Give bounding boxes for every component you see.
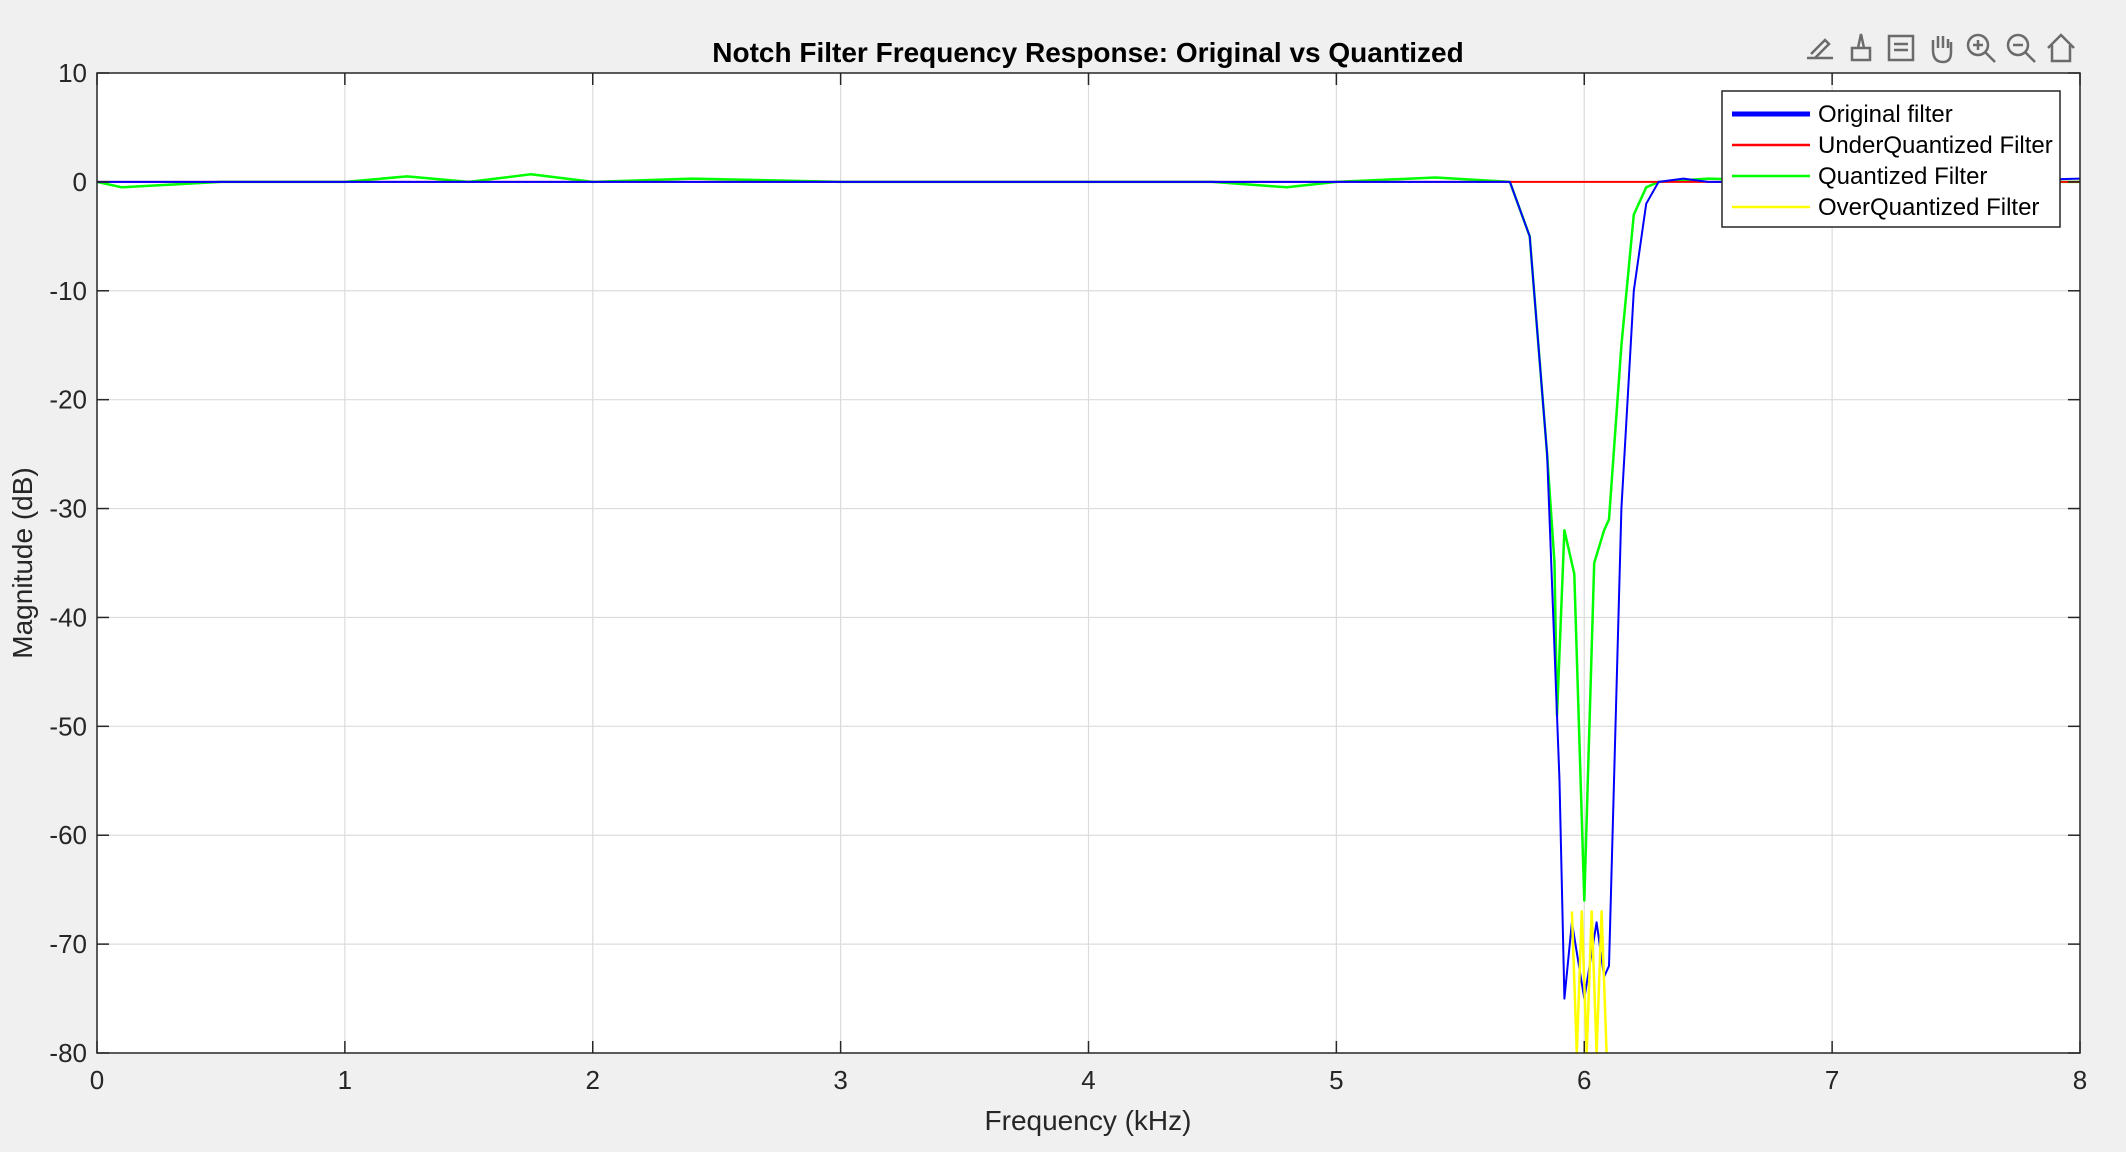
x-tick-label: 2 bbox=[586, 1065, 600, 1095]
legend[interactable]: Original filter UnderQuantized Filter Quan… bbox=[1721, 90, 2061, 228]
y-tick-label: 10 bbox=[58, 58, 87, 88]
zoom-out-icon[interactable] bbox=[2003, 30, 2039, 66]
series-line-3 bbox=[1570, 910, 1608, 1055]
y-tick-label: 0 bbox=[73, 167, 87, 197]
chart-title: Notch Filter Frequency Response: Origina… bbox=[712, 37, 1463, 68]
x-tick-label: 8 bbox=[2073, 1065, 2087, 1095]
legend-label: Quantized Filter bbox=[1818, 163, 1987, 190]
datatip-icon[interactable] bbox=[1883, 30, 1919, 66]
x-tick-label: 5 bbox=[1329, 1065, 1343, 1095]
home-icon[interactable] bbox=[2043, 30, 2079, 66]
y-tick-label: -10 bbox=[49, 276, 87, 306]
x-tick-label: 3 bbox=[833, 1065, 847, 1095]
zoom-in-icon[interactable] bbox=[1963, 30, 1999, 66]
axis-ticks: 0 1 2 3 4 5 6 7 8 10 0 -10 -20 -30 -40 -50 -60 -70 -80 bbox=[49, 58, 2087, 1095]
x-axis-label: Frequency (kHz) bbox=[985, 1105, 1192, 1136]
x-tick-label: 0 bbox=[90, 1065, 104, 1095]
legend-label: UnderQuantized Filter bbox=[1818, 132, 2053, 159]
x-tick-label: 7 bbox=[1825, 1065, 1839, 1095]
x-tick-label: 4 bbox=[1081, 1065, 1095, 1095]
y-tick-label: -30 bbox=[49, 494, 87, 524]
brush-icon[interactable] bbox=[1843, 30, 1879, 66]
legend-label: OverQuantized Filter bbox=[1818, 194, 2039, 221]
export-icon[interactable] bbox=[1803, 30, 1839, 66]
legend-label: Original filter bbox=[1818, 101, 1953, 128]
y-axis-label: Magnitude (dB) bbox=[7, 467, 38, 658]
x-tick-label: 1 bbox=[338, 1065, 352, 1095]
y-tick-label: -80 bbox=[49, 1038, 87, 1068]
x-tick-label: 6 bbox=[1577, 1065, 1591, 1095]
y-tick-label: -40 bbox=[49, 602, 87, 632]
y-tick-label: -20 bbox=[49, 385, 87, 415]
pan-icon[interactable] bbox=[1923, 30, 1959, 66]
y-tick-label: -60 bbox=[49, 820, 87, 850]
series-line-0 bbox=[97, 177, 2081, 1000]
y-tick-label: -70 bbox=[49, 929, 87, 959]
y-tick-label: -50 bbox=[49, 711, 87, 741]
